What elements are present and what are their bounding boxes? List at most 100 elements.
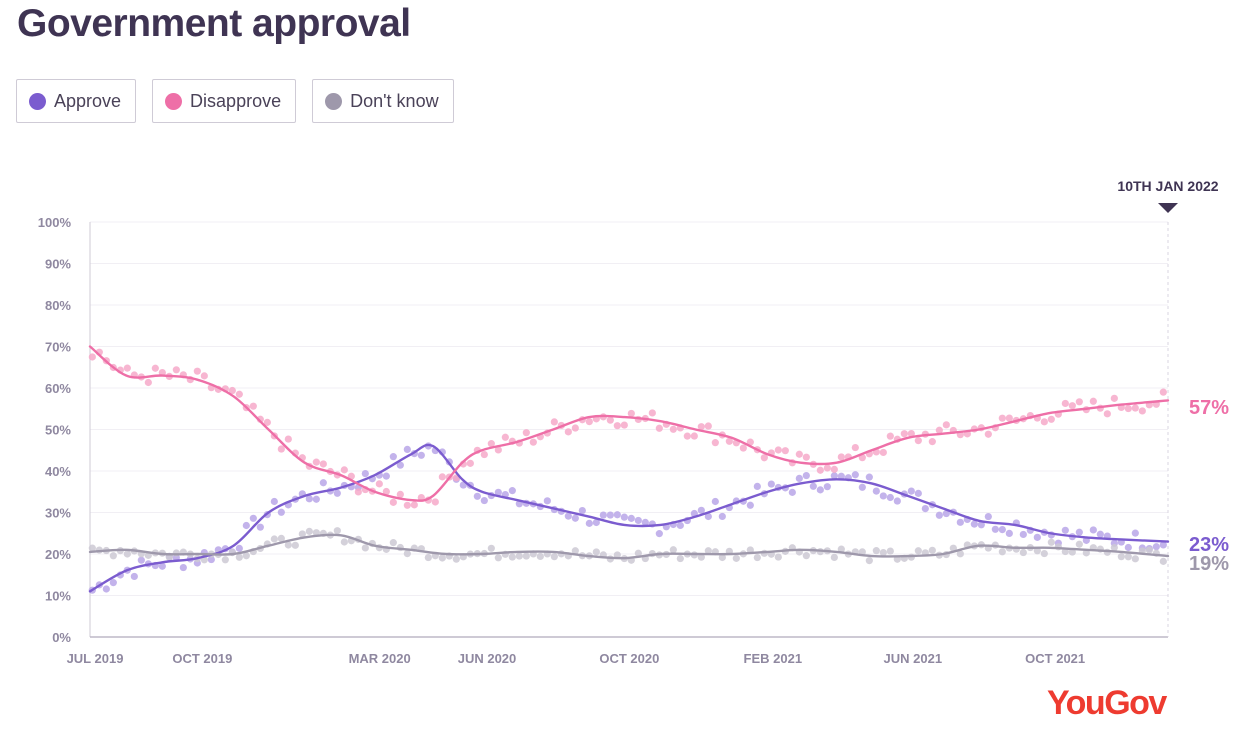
x-tick-label: OCT 2020	[599, 651, 659, 666]
legend: Approve Disapprove Don't know	[16, 79, 454, 123]
y-tick-label: 80%	[45, 298, 71, 313]
approve-poll-dot	[858, 483, 866, 491]
don-t-know-poll-dot	[494, 554, 502, 562]
approve-poll-dot	[830, 472, 838, 480]
approve-poll-dot	[823, 483, 831, 491]
approve-poll-dot	[585, 519, 593, 527]
disapprove-poll-dot	[466, 459, 474, 467]
approve-end-label: 23%	[1189, 534, 1229, 556]
approve-poll-dot	[578, 507, 586, 515]
disapprove-poll-dot	[1103, 410, 1111, 418]
disapprove-poll-dot	[410, 501, 418, 509]
disapprove-poll-dot	[984, 430, 992, 438]
current-date-marker-icon	[1158, 203, 1178, 213]
disapprove-poll-dot	[725, 437, 733, 445]
don-t-know-poll-dot	[284, 541, 292, 549]
approve-poll-dot	[697, 506, 705, 514]
don-t-know-poll-dot	[613, 551, 621, 559]
x-tick-label: OCT 2019	[172, 651, 232, 666]
disapprove-poll-dot	[1110, 394, 1118, 402]
legend-item-approve[interactable]: Approve	[16, 79, 137, 123]
approve-poll-dot	[480, 496, 488, 505]
approve-poll-dot	[543, 497, 551, 505]
approve-poll-dot	[893, 497, 901, 505]
approve-poll-dot	[1061, 526, 1069, 534]
approve-poll-dot	[599, 511, 607, 519]
disapprove-poll-dot	[669, 425, 677, 433]
don-t-know-poll-dot	[221, 556, 229, 564]
don-t-know-poll-dot	[1033, 547, 1041, 555]
don-t-know-poll-dot	[830, 553, 838, 562]
disapprove-poll-dot	[1005, 414, 1013, 422]
approve-poll-dot	[312, 495, 320, 503]
don-t-know-trend-line	[88, 533, 1170, 560]
approve-poll-dot	[102, 585, 110, 593]
y-tick-label: 70%	[45, 340, 71, 355]
don-t-know-poll-dot	[522, 552, 530, 560]
approve-poll-dot	[788, 488, 796, 496]
disapprove-poll-dot	[319, 460, 327, 468]
don-t-know-poll-dot	[88, 544, 96, 552]
don-t-know-poll-dot	[886, 547, 894, 555]
disapprove-poll-dot	[683, 432, 691, 440]
approve-poll-dot	[802, 471, 810, 480]
approve-poll-dot	[1005, 529, 1013, 537]
x-tick-label: MAR 2020	[349, 651, 411, 666]
don-t-know-poll-dot	[865, 557, 873, 565]
approve-poll-dot	[109, 579, 117, 587]
approve-poll-dot	[1152, 543, 1160, 551]
don-t-know-poll-dot	[928, 546, 936, 554]
disapprove-poll-dot	[1068, 402, 1076, 410]
legend-item-dont-know[interactable]: Don't know	[312, 79, 454, 123]
disapprove-poll-dot	[655, 424, 663, 432]
approve-poll-dot	[942, 509, 950, 518]
don-t-know-poll-dot	[1040, 549, 1048, 558]
don-t-know-poll-dot	[802, 552, 810, 560]
approve-poll-dot	[473, 492, 481, 500]
don-t-know-poll-dot	[998, 548, 1006, 556]
approve-poll-dot	[655, 530, 663, 538]
disapprove-poll-dot	[648, 409, 656, 417]
approve-poll-dot	[907, 487, 915, 495]
approve-poll-dot	[795, 474, 803, 482]
don-t-know-poll-dot	[837, 545, 845, 553]
disapprove-poll-dot	[403, 501, 411, 509]
approve-poll-dot	[249, 514, 257, 522]
don-t-know-poll-dot	[312, 529, 320, 537]
disapprove-poll-dot	[340, 466, 348, 474]
approve-poll-dot	[914, 489, 922, 497]
x-tick-label: JUN 2021	[884, 651, 943, 666]
disapprove-poll-dot	[249, 402, 257, 410]
don-t-know-poll-dot	[508, 553, 516, 561]
approve-poll-dot	[571, 514, 579, 522]
approve-poll-dot	[130, 572, 138, 581]
approve-poll-dot	[977, 521, 985, 529]
approve-poll-dot	[207, 555, 215, 564]
disapprove-poll-dot	[823, 464, 831, 472]
approve-poll-dot	[277, 508, 285, 516]
disapprove-poll-dot	[1089, 397, 1097, 405]
approve-poll-dot	[333, 489, 341, 497]
approve-poll-dot	[508, 487, 516, 495]
approve-poll-dot	[746, 501, 754, 509]
don-t-know-poll-dot	[1019, 548, 1027, 557]
disapprove-poll-dot	[1159, 388, 1167, 396]
don-t-know-poll-dot	[172, 549, 180, 557]
approve-poll-dot	[1075, 528, 1083, 536]
disapprove-poll-dot	[284, 435, 292, 443]
x-tick-label: OCT 2021	[1025, 651, 1085, 666]
don-t-know-poll-dot	[697, 553, 705, 561]
don-t-know-poll-dot	[753, 553, 761, 562]
disapprove-poll-dot	[760, 454, 768, 462]
x-tick-label: JUN 2020	[458, 651, 517, 666]
approve-poll-dot	[270, 497, 278, 506]
approve-poll-dot	[1131, 529, 1139, 537]
legend-item-disapprove[interactable]: Disapprove	[152, 79, 297, 123]
disapprove-poll-dot	[585, 418, 593, 426]
don-t-know-poll-dot	[424, 553, 432, 562]
approve-poll-dot	[809, 482, 817, 490]
don-t-know-poll-dot	[536, 552, 544, 561]
disapprove-poll-dot	[627, 409, 635, 418]
approve-poll-dot	[865, 473, 873, 481]
